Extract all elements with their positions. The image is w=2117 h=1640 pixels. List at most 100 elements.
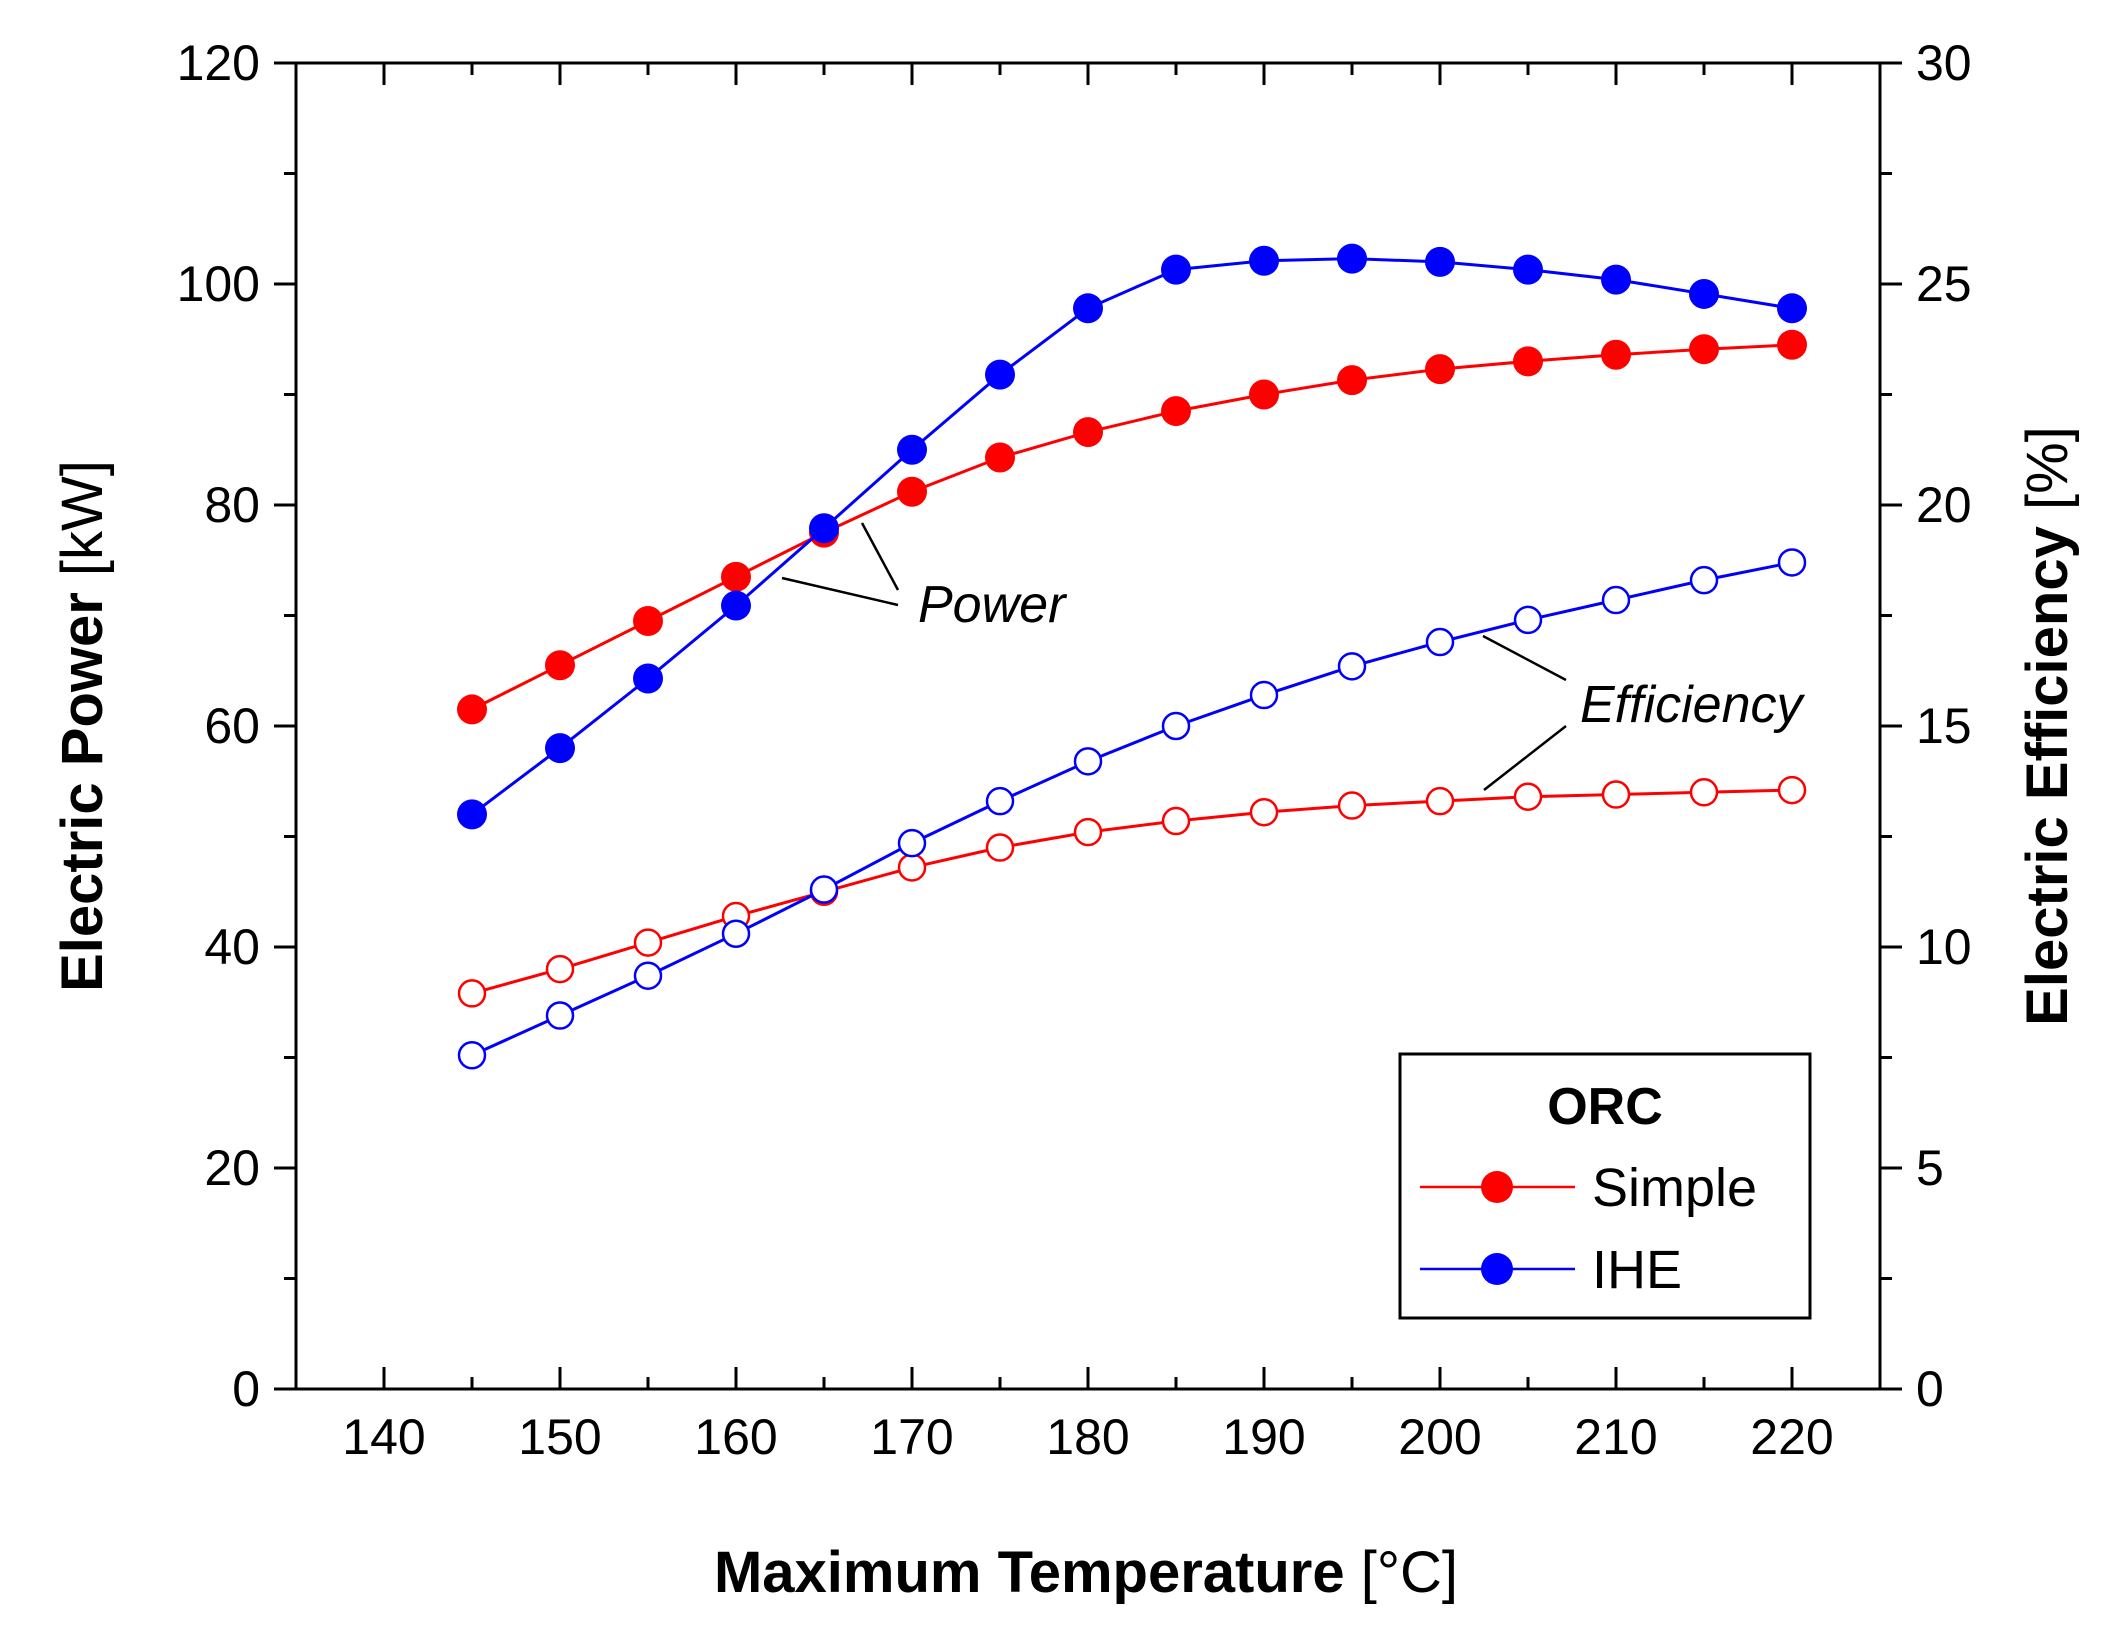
annotation-efficiency-leader-red — [1483, 725, 1567, 791]
legend-title: ORC — [1547, 1078, 1663, 1136]
y-left-axis-title-bold: Electric Power — [50, 592, 115, 992]
data-point — [1425, 786, 1455, 816]
data-point — [457, 694, 487, 725]
x-tick-label: 160 — [694, 1409, 777, 1465]
data-point — [1073, 293, 1103, 324]
data-point — [1777, 293, 1807, 324]
data-point — [897, 828, 927, 858]
data-point — [633, 606, 663, 637]
data-point — [1601, 780, 1631, 809]
legend-ihe-marker — [1481, 1253, 1513, 1285]
data-point — [1513, 782, 1543, 811]
y-right-tick-label: 20 — [1916, 477, 1972, 533]
tick-labels: 140 150 160 170 180 190 200 210 2200204060801001… — [177, 35, 1972, 1465]
series-line — [471, 788, 1793, 995]
x-tick-label: 150 — [518, 1409, 601, 1465]
data-point — [1689, 565, 1719, 595]
data-point — [1337, 652, 1367, 681]
x-tick-label: 210 — [1574, 1409, 1657, 1465]
data-point — [633, 663, 663, 694]
data-point — [809, 513, 839, 544]
annotation-efficiency-leader-blue — [1482, 634, 1567, 682]
series-efficiency-ihe — [457, 548, 1807, 1070]
y-left-tick-label: 20 — [204, 1140, 260, 1196]
data-point — [721, 590, 751, 621]
y-left-tick-label: 40 — [204, 919, 260, 975]
x-tick-label: 220 — [1750, 1409, 1833, 1465]
data-point — [1777, 548, 1807, 577]
data-point — [1513, 605, 1543, 635]
y-left-tick-label: 0 — [232, 1361, 260, 1417]
data-point — [1601, 585, 1631, 615]
x-axis-title-unit: [°C] — [1361, 1540, 1458, 1605]
data-point — [1161, 254, 1191, 285]
y-right-axis-title: Electric Efficiency [%] — [2015, 426, 2080, 1026]
y-right-tick-label: 0 — [1916, 1361, 1944, 1417]
y-right-tick-label: 15 — [1916, 698, 1972, 754]
y-left-tick-label: 120 — [177, 35, 260, 91]
data-point — [897, 434, 927, 465]
data-point — [1337, 243, 1367, 274]
series-line — [471, 257, 1793, 816]
data-point — [1249, 245, 1279, 276]
data-point — [1161, 711, 1191, 741]
y-right-axis-title-bold: Electric Efficiency — [2015, 526, 2080, 1026]
data-point — [1777, 775, 1807, 805]
data-point — [457, 1041, 487, 1070]
y-left-tick-label: 60 — [204, 698, 260, 754]
data-point — [897, 853, 927, 882]
data-point — [985, 442, 1015, 473]
series-layer — [457, 243, 1807, 1070]
data-point — [897, 476, 927, 507]
data-point — [1249, 379, 1279, 410]
annotation-efficiency-text: Efficiency — [1580, 676, 1806, 734]
data-point — [985, 786, 1015, 816]
legend-ihe-label: IHE — [1592, 1240, 1682, 1300]
legend: ORC Simple IHE — [1398, 1052, 1812, 1320]
data-point — [1073, 417, 1103, 448]
annotation-power: Power — [781, 522, 1068, 634]
data-point — [809, 875, 839, 904]
y-right-tick-label: 25 — [1916, 256, 1972, 312]
data-point — [1161, 396, 1191, 427]
y-left-axis-title: Electric Power [kW] — [50, 460, 115, 992]
y-right-tick-label: 30 — [1916, 35, 1972, 91]
data-point — [1337, 365, 1367, 396]
x-axis-title-bold: Maximum Temperature — [714, 1540, 1345, 1605]
y-left-tick-label: 100 — [177, 256, 260, 312]
data-point — [1689, 334, 1719, 365]
axis-ticks — [274, 61, 1902, 1391]
data-point — [1689, 278, 1719, 309]
x-axis-title: Maximum Temperature [°C] — [714, 1540, 1458, 1605]
data-point — [1425, 354, 1455, 385]
y-left-axis-title-unit: [kW] — [50, 460, 115, 576]
x-tick-label: 180 — [1046, 1409, 1129, 1465]
series-line — [471, 561, 1793, 1057]
data-point — [1161, 806, 1191, 836]
x-tick-label: 170 — [870, 1409, 953, 1465]
legend-simple-marker — [1481, 1171, 1513, 1203]
data-point — [1513, 254, 1543, 285]
data-point — [1425, 627, 1455, 657]
data-point — [1513, 346, 1543, 377]
data-point — [545, 733, 575, 764]
series-power-ihe — [457, 243, 1807, 830]
data-point — [721, 561, 751, 592]
data-point — [633, 961, 663, 990]
data-point — [1425, 246, 1455, 277]
data-point — [1337, 791, 1367, 820]
y-right-axis-title-unit: [%] — [2015, 426, 2080, 510]
data-point — [1601, 264, 1631, 295]
data-point — [985, 833, 1015, 862]
data-point — [1249, 680, 1279, 710]
data-point — [1073, 747, 1103, 776]
data-point — [1601, 339, 1631, 370]
data-point — [545, 954, 575, 984]
data-point — [1777, 329, 1807, 360]
y-right-tick-label: 10 — [1916, 919, 1972, 975]
data-point — [633, 928, 663, 957]
annotation-power-leader-blue — [860, 522, 900, 591]
x-tick-label: 140 — [342, 1409, 425, 1465]
legend-simple-label: Simple — [1592, 1158, 1757, 1218]
